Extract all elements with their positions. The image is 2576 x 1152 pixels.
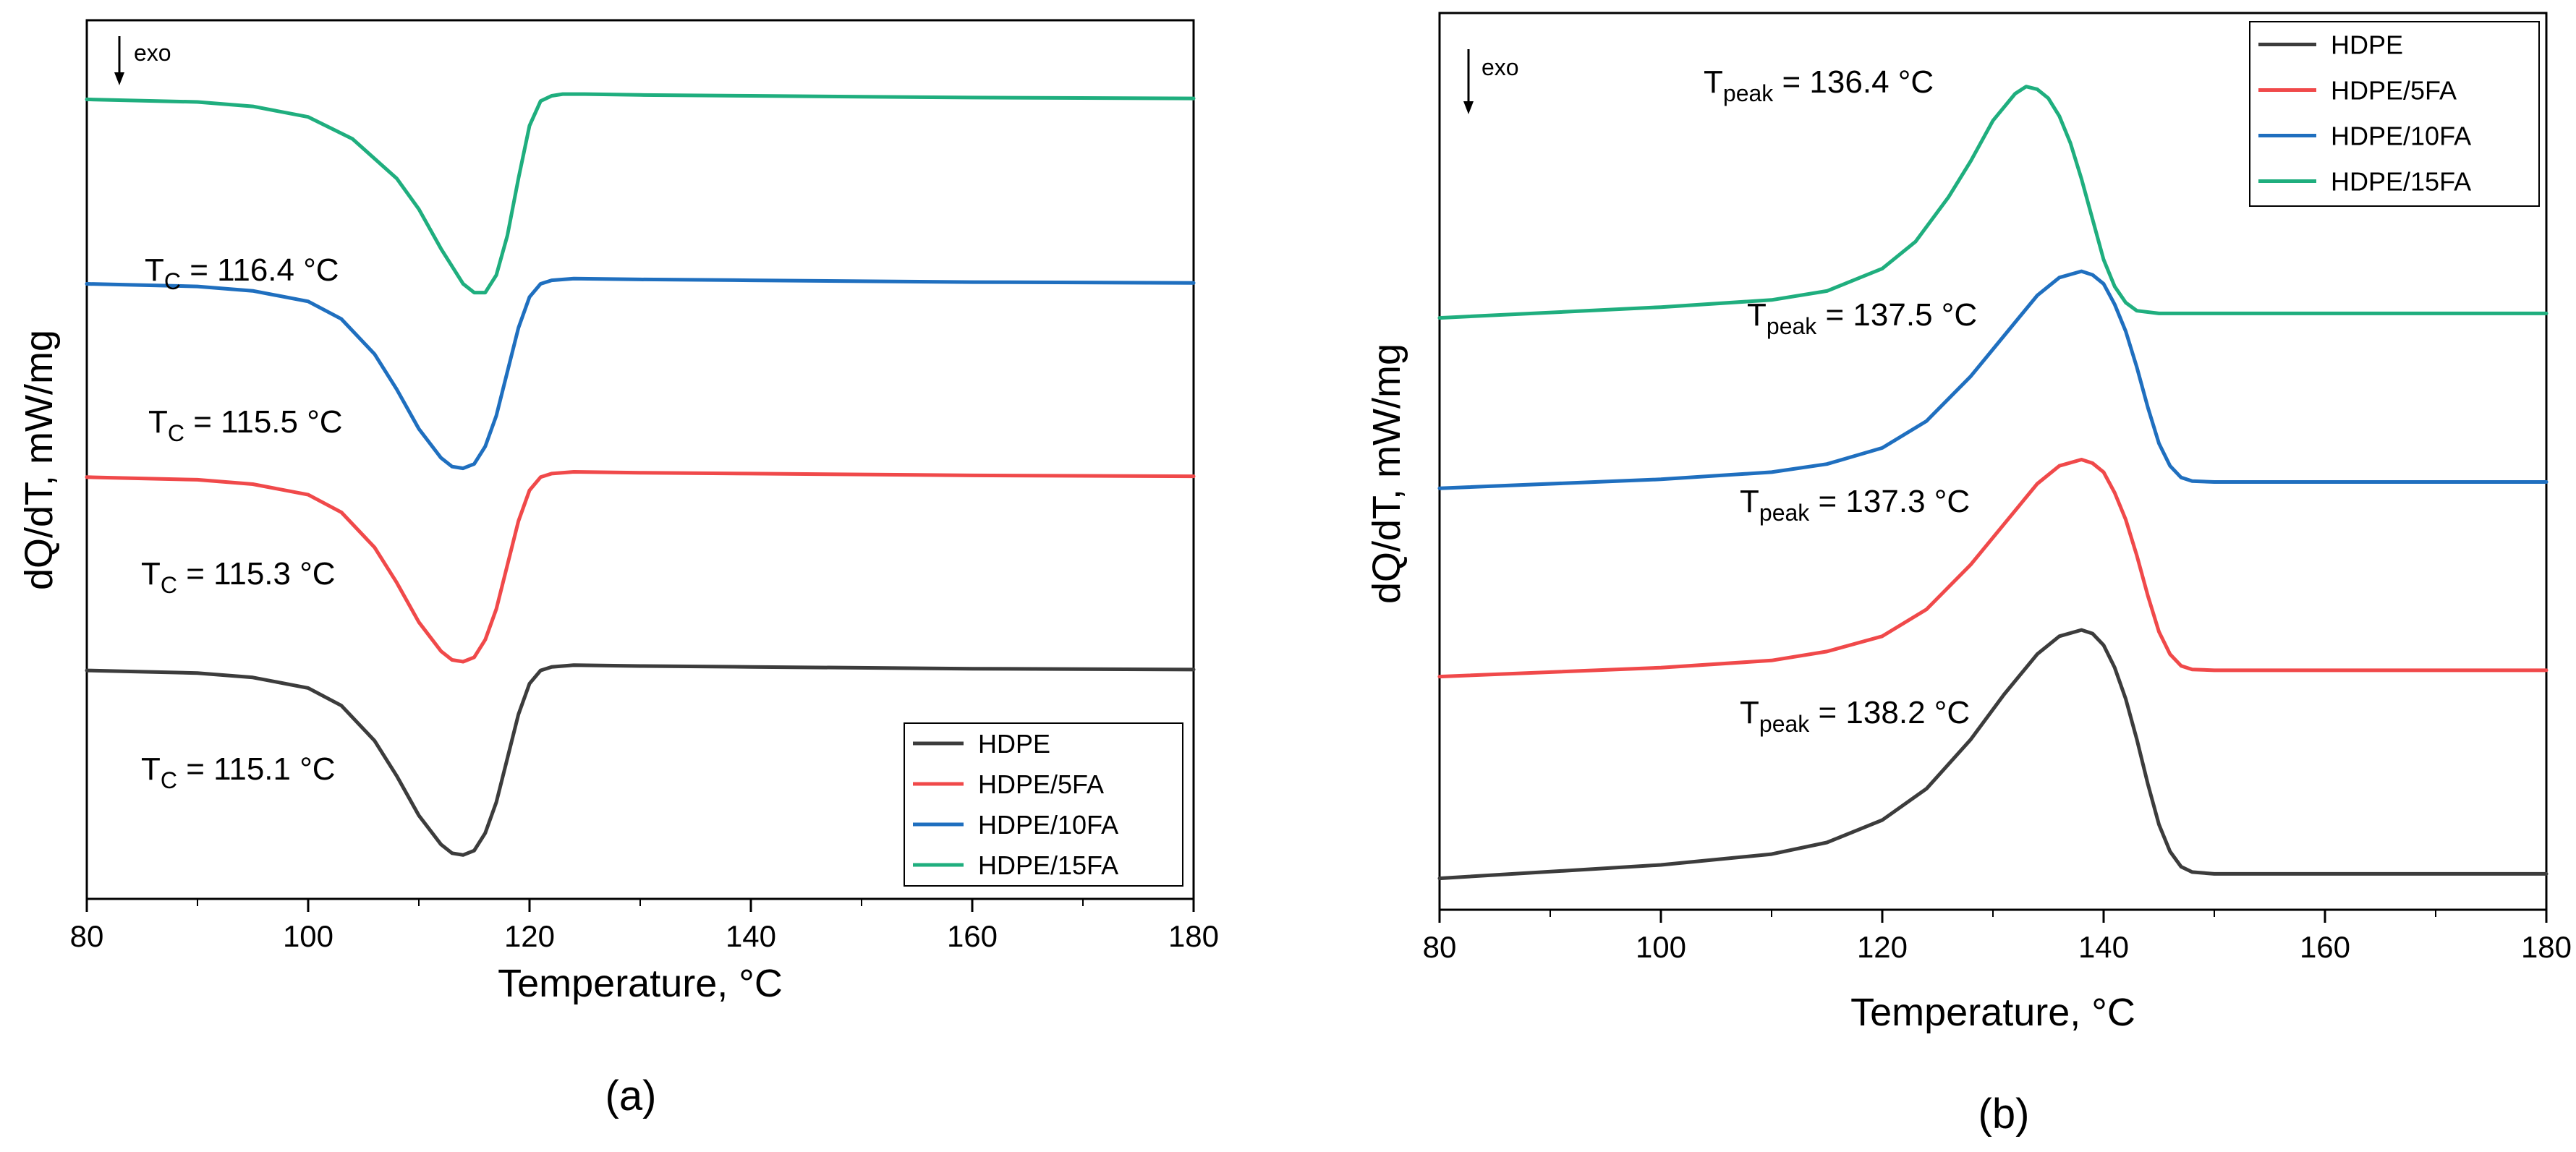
series-line-b-hdpe-10fa [1437,269,2549,490]
annotation-symbol: T [1740,484,1759,519]
annotation-symbol: T [1740,695,1759,730]
exo-marker-b: exo [1463,49,1519,114]
caption-b: (b) [1978,1091,2030,1138]
annotation-symbol: T [1704,64,1723,100]
annotation-b-hdpe-5fa: Tpeak = 137.3 °C [1740,484,1970,526]
annotation-subscript: C [161,767,177,793]
annotation-subscript: peak [1723,80,1774,106]
exo-marker-a: exo [114,36,171,85]
y-axis-label-b: dQ/dT, mW/mg [1365,344,1408,604]
x-tick-label-a-140: 140 [726,919,776,953]
legend-box-a [904,722,1183,887]
series-group-a [85,92,1196,857]
annotation-value: = 115.3 °C [177,556,336,592]
annotation-value: = 115.5 °C [184,404,343,440]
series-line-b-hdpe [1437,628,2549,881]
x-ticks-b: 80 100 120 140 160 180 [1423,910,2572,964]
annotation-a-hdpe-15fa: TC = 116.4 °C [145,252,339,294]
series-group-b [1437,85,2549,881]
annotation-a-hdpe: TC = 115.1 °C [141,751,336,793]
series-line-b-hdpe-5fa [1437,458,2549,679]
x-tick-label-a-120: 120 [504,919,555,953]
annotation-symbol: T [141,556,161,592]
series-line-a-hdpe-15fa [85,92,1196,295]
annotation-symbol: T [145,252,164,288]
annotation-symbol: T [1747,297,1767,333]
annotation-value: = 136.4 °C [1773,64,1934,100]
annotation-subscript: peak [1767,313,1817,339]
caption-a: (a) [605,1072,657,1119]
annotations-a: TC = 116.4 °CTC = 115.5 °CTC = 115.3 °CT… [141,252,343,793]
chart-panel-b: 80 100 120 140 160 180 Tpeak = 136.4 °CTpeak … [1365,12,2572,1138]
y-axis-label-a: dQ/dT, mW/mg [17,330,61,590]
x-tick-label-b-100: 100 [1636,930,1686,964]
annotation-a-hdpe-5fa: TC = 115.3 °C [141,556,336,598]
x-tick-label-a-100: 100 [283,919,333,953]
x-tick-label-b-140: 140 [2078,930,2129,964]
annotation-a-hdpe-10fa: TC = 115.5 °C [148,404,343,446]
legend-b: HDPE HDPE/5FA HDPE/10FA HDPE/15FA [2249,21,2540,207]
x-tick-label-a-160: 160 [947,919,998,953]
legend-label-a-hdpe-10fa: HDPE/10FA [978,810,1118,840]
legend-label-a-hdpe-5fa: HDPE/5FA [978,769,1104,799]
legend-label-b-hdpe: HDPE [2331,30,2403,60]
x-tick-label-a-180: 180 [1168,919,1219,953]
legend-label-a-hdpe-15fa: HDPE/15FA [978,850,1118,880]
annotation-subscript: C [164,268,181,294]
legend-label-b-hdpe-15fa: HDPE/15FA [2331,167,2471,197]
exo-label-b: exo [1482,54,1519,80]
annotation-b-hdpe-15fa: Tpeak = 136.4 °C [1704,64,1934,106]
x-tick-label-b-160: 160 [2300,930,2350,964]
annotation-value: = 138.2 °C [1809,695,1970,730]
x-axis-label-b: Temperature, °C [1850,991,2135,1034]
x-tick-label-b-80: 80 [1423,930,1457,964]
x-ticks-a: 80 100 120 140 160 180 [70,899,1219,953]
annotation-value: = 137.3 °C [1809,484,1970,519]
series-line-a-hdpe-10fa [85,276,1196,471]
series-line-b-hdpe-15fa [1437,85,2549,320]
x-tick-label-b-120: 120 [1857,930,1908,964]
annotation-subscript: C [161,572,177,598]
legend-box-b [2249,21,2540,207]
annotation-subscript: peak [1759,711,1810,737]
legend-label-b-hdpe-5fa: HDPE/5FA [2331,76,2457,106]
legend-a: HDPE HDPE/5FA HDPE/10FA HDPE/15FA [904,722,1183,887]
chart-panel-a: 80 100 120 140 160 180 TC = 116.4 °CTC = 115.… [17,19,1219,1119]
series-line-a-hdpe-5fa [85,470,1196,664]
exo-label-a: exo [134,40,171,66]
annotation-value: = 137.5 °C [1816,297,1977,333]
series-line-a-hdpe [85,663,1196,857]
x-axis-label-a: Temperature, °C [498,962,783,1005]
annotation-subscript: C [168,420,184,446]
annotation-symbol: T [148,404,168,440]
annotation-value: = 116.4 °C [181,252,339,288]
annotation-b-hdpe: Tpeak = 138.2 °C [1740,695,1970,737]
annotation-subscript: peak [1759,500,1810,526]
x-tick-label-b-180: 180 [2521,930,2572,964]
x-tick-label-a-80: 80 [70,919,104,953]
annotation-value: = 115.1 °C [177,751,336,787]
legend-label-b-hdpe-10fa: HDPE/10FA [2331,121,2471,151]
annotation-symbol: T [141,751,161,787]
annotation-b-hdpe-10fa: Tpeak = 137.5 °C [1747,297,1977,339]
legend-label-a-hdpe: HDPE [978,729,1050,759]
